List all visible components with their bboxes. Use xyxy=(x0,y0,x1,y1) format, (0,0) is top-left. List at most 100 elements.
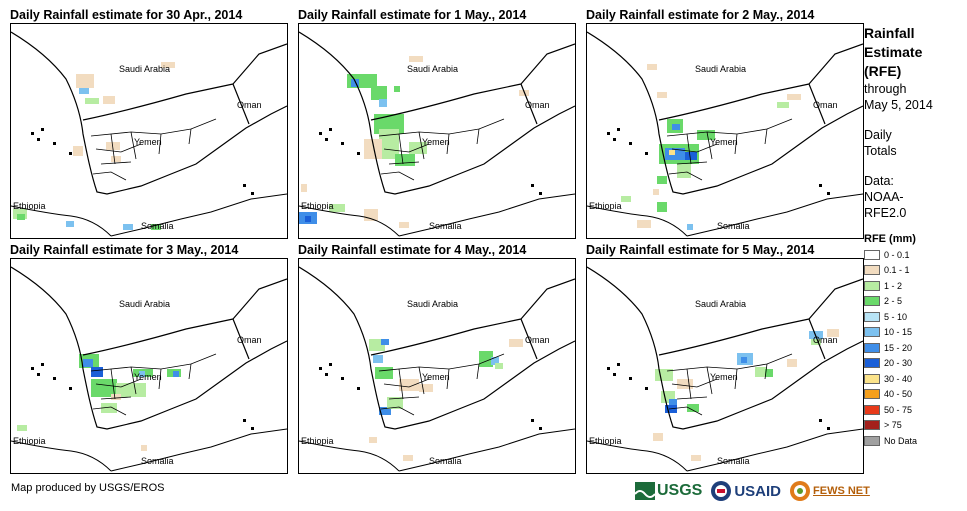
rainfall-cell xyxy=(17,425,27,431)
legend-label: 50 - 75 xyxy=(884,404,913,415)
saudi-yemen-border xyxy=(658,318,810,356)
rainfall-cell xyxy=(677,164,691,178)
somalia-coastline xyxy=(686,193,863,237)
rainfall-cell xyxy=(491,357,499,365)
rainfall-cell xyxy=(647,64,657,70)
country-label-ethiopia: Ethiopia xyxy=(589,436,622,446)
country-label-yemen: Yemen xyxy=(134,372,162,382)
legend-label: 10 - 15 xyxy=(884,327,913,338)
legend-swatch xyxy=(864,280,880,291)
island xyxy=(319,132,322,135)
governorate-border xyxy=(476,363,480,380)
usgs-logo: USGS xyxy=(635,482,702,500)
rainfall-cell xyxy=(741,357,747,363)
rainfall-cell xyxy=(653,433,663,441)
usaid-seal-icon xyxy=(711,481,732,501)
rainfall-cell xyxy=(777,102,789,108)
country-label-ethiopia: Ethiopia xyxy=(13,201,46,211)
panel-title: Daily Rainfall estimate for 3 May., 2014 xyxy=(10,243,239,257)
legend-row: 1 - 2 xyxy=(864,278,964,294)
legend-swatch xyxy=(864,420,880,431)
rainfall-cell xyxy=(394,86,400,92)
fewsnet-logo: FEWS NET xyxy=(789,480,870,502)
island xyxy=(629,142,632,145)
island xyxy=(69,152,72,155)
island xyxy=(617,363,620,366)
rainfall-cell xyxy=(73,146,83,156)
rainfall-cell xyxy=(83,359,93,367)
country-label-saudi: Saudi Arabia xyxy=(695,64,747,74)
rainfall-cell xyxy=(409,56,423,62)
governorate-border xyxy=(95,378,142,388)
legend-row: 15 - 20 xyxy=(864,340,964,356)
rainfall-map: Saudi Arabia Oman Yemen Ethiopia Somalia xyxy=(586,258,864,474)
island xyxy=(251,427,254,430)
legend-row: 40 - 50 xyxy=(864,387,964,403)
map-canvas xyxy=(11,31,287,237)
saudi-yemen-border xyxy=(82,318,234,356)
legend-row: 30 - 40 xyxy=(864,371,964,387)
country-label-somalia: Somalia xyxy=(429,456,462,466)
rainfall-cell xyxy=(379,99,387,107)
usgs-text: USGS xyxy=(657,482,703,499)
legend-swatch xyxy=(864,404,880,415)
oman-border xyxy=(232,278,287,360)
map-panel-1: Daily Rainfall estimate for 30 Apr., 201… xyxy=(10,8,288,240)
governorate-border xyxy=(671,143,718,153)
governorate-border xyxy=(158,133,162,155)
country-label-ethiopia: Ethiopia xyxy=(13,436,46,446)
map-panel-3: Daily Rainfall estimate for 2 May., 2014… xyxy=(586,8,864,240)
coastline xyxy=(587,266,863,430)
island xyxy=(53,142,56,145)
somalia-coastline xyxy=(110,428,287,472)
horn-coastline xyxy=(299,205,400,237)
rainfall-cell xyxy=(111,156,121,162)
panel-title: Daily Rainfall estimate for 30 Apr., 201… xyxy=(10,8,243,22)
legend-row: 20 - 30 xyxy=(864,356,964,372)
saudi-yemen-border xyxy=(82,83,234,121)
rainfall-cell xyxy=(111,394,121,400)
somalia-coastline xyxy=(398,193,575,237)
sidebar-data-source-1: NOAA- xyxy=(864,190,904,204)
panel-title: Daily Rainfall estimate for 1 May., 2014 xyxy=(298,8,527,22)
rainfall-cell xyxy=(787,94,801,100)
island xyxy=(357,387,360,390)
country-label-somalia: Somalia xyxy=(717,456,750,466)
rainfall-cell xyxy=(687,404,699,412)
island xyxy=(827,427,830,430)
legend-swatch xyxy=(864,389,880,400)
island xyxy=(325,373,328,376)
rainfall-cell xyxy=(76,74,94,88)
governorate-border xyxy=(380,171,415,181)
legend-swatch xyxy=(864,311,880,322)
legend-swatch xyxy=(864,358,880,369)
panel-title: Daily Rainfall estimate for 2 May., 2014 xyxy=(586,8,815,22)
governorate-border xyxy=(130,131,137,160)
rainfall-cell xyxy=(495,363,503,369)
rainfall-cell xyxy=(685,152,697,160)
map-canvas xyxy=(299,266,575,472)
horn-coastline xyxy=(299,440,400,472)
rainfall-cell xyxy=(373,355,383,363)
rainfall-cell xyxy=(403,455,413,461)
island xyxy=(329,363,332,366)
island xyxy=(41,363,44,366)
usaid-logo: USAID xyxy=(710,480,781,502)
island xyxy=(37,138,40,141)
island xyxy=(613,373,616,376)
country-label-oman: Oman xyxy=(237,335,262,345)
governorate-border xyxy=(188,363,192,380)
governorate-border xyxy=(92,171,127,181)
legend-swatch xyxy=(864,342,880,353)
rainfall-cell xyxy=(811,339,821,345)
governorate-border xyxy=(668,406,703,416)
governorate-border xyxy=(706,366,713,395)
governorate-border xyxy=(418,131,425,160)
map-panel-6: Daily Rainfall estimate for 5 May., 2014… xyxy=(586,243,864,475)
island xyxy=(69,387,72,390)
rainfall-cell xyxy=(669,150,675,155)
legend-swatch xyxy=(864,249,880,260)
rainfall-map: Saudi Arabia Oman Yemen Ethiopia Somalia xyxy=(10,23,288,239)
governorate-border xyxy=(158,368,162,390)
rainfall-cell xyxy=(379,407,391,415)
